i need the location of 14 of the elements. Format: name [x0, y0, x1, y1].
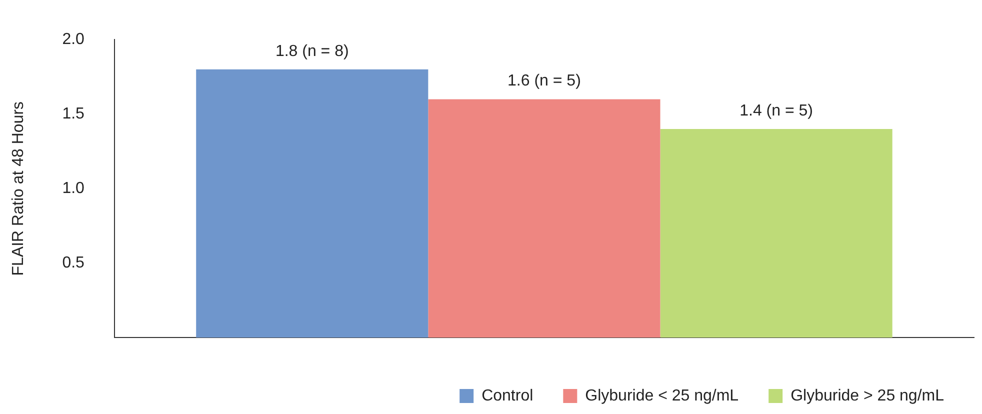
y-tick-label: 0.5 [62, 254, 85, 272]
data-label: 1.8 (n = 8) [275, 42, 349, 60]
data-label: 1.4 (n = 5) [740, 102, 813, 120]
legend-label: Glyburide < 25 ng/mL [585, 387, 739, 404]
legend-label: Glyburide > 25 ng/mL [790, 387, 944, 404]
bar [660, 129, 892, 338]
y-axis-title: FLAIR Ratio at 48 Hours [10, 101, 28, 276]
bar [196, 69, 428, 338]
data-label: 1.6 (n = 5) [508, 72, 581, 90]
y-tick-label: 1.0 [62, 180, 85, 198]
y-tick-label: 2.0 [62, 31, 85, 48]
bar [428, 99, 660, 338]
y-tick-label: 1.5 [62, 106, 85, 123]
legend-label: Control [482, 387, 534, 404]
